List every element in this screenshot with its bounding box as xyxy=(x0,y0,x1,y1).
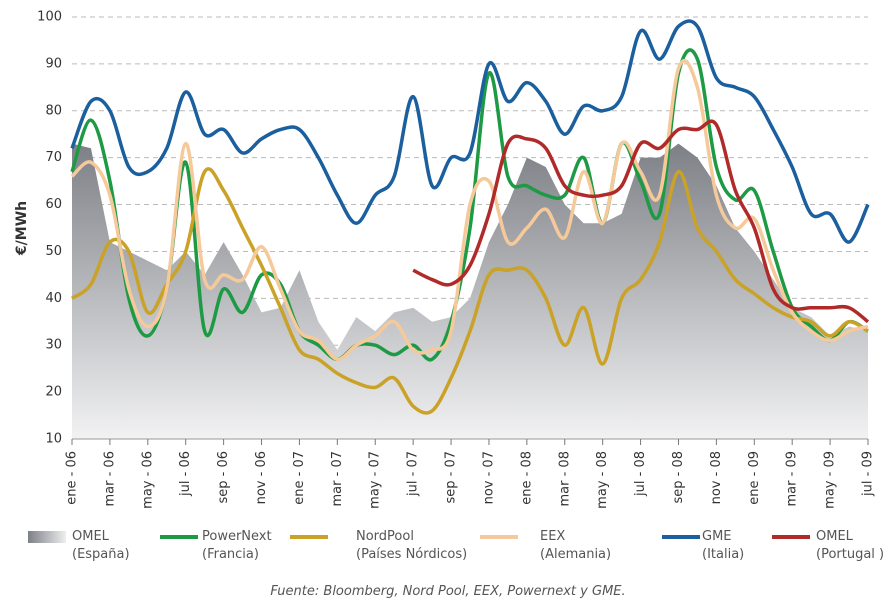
x-tick-label: nov - 06 xyxy=(254,451,269,504)
legend-label: EEX (Alemania) xyxy=(540,529,612,562)
x-tick-label: mar - 09 xyxy=(785,451,800,506)
y-tick-label: 90 xyxy=(45,56,62,71)
legend-label: OMEL (Portugal ) xyxy=(816,529,885,562)
x-tick-label: nov - 07 xyxy=(481,451,496,504)
y-tick-label: 40 xyxy=(45,291,62,306)
legend-label: NordPool (Países Nórdicos) xyxy=(356,529,468,562)
y-tick-label: 100 xyxy=(37,10,62,25)
x-tick-label: jul - 08 xyxy=(633,451,648,497)
y-axis-label: €/MWh xyxy=(14,201,30,256)
x-tick-label: ene - 06 xyxy=(65,451,80,505)
x-tick-label: mar - 07 xyxy=(330,451,345,506)
x-tick-label: may - 07 xyxy=(368,451,383,509)
x-tick-label: mar - 06 xyxy=(102,451,117,506)
x-tick-label: jul - 06 xyxy=(178,451,193,497)
legend-label: OMEL (España) xyxy=(72,529,130,562)
x-tick-label: sep - 08 xyxy=(671,451,686,504)
line xyxy=(412,119,870,324)
y-tick-label: 80 xyxy=(45,103,62,118)
x-tick-label: sep - 06 xyxy=(216,451,231,504)
legend-swatch xyxy=(28,531,66,543)
line xyxy=(70,48,869,362)
y-tick-label: 70 xyxy=(45,150,62,165)
x-tick-label: ene - 08 xyxy=(519,451,534,505)
x-tick-label: may - 06 xyxy=(140,451,155,509)
source: Fuente: Bloomberg, Nord Pool, EEX, Power… xyxy=(270,584,626,599)
x-tick-label: ene - 07 xyxy=(292,451,307,505)
x-tick-label: nov - 08 xyxy=(709,451,724,504)
line xyxy=(70,59,869,362)
y-tick-label: 20 xyxy=(45,385,62,400)
y-tick-label: 60 xyxy=(45,197,62,212)
x-tick-label: jul - 09 xyxy=(861,451,876,497)
legend-label: PowerNext (Francia) xyxy=(202,529,272,562)
y-tick-label: 30 xyxy=(45,338,62,353)
x-tick-label: jul - 07 xyxy=(406,451,421,497)
y-tick-label: 50 xyxy=(45,244,62,259)
x-tick-label: mar - 08 xyxy=(557,451,572,506)
x-tick-label: may - 09 xyxy=(823,451,838,509)
x-tick-label: ene - 09 xyxy=(747,451,762,505)
legend-label: GME (Italia) xyxy=(702,529,745,562)
line xyxy=(70,167,869,415)
x-tick-label: sep - 07 xyxy=(444,451,459,504)
area xyxy=(72,143,868,439)
y-tick-label: 10 xyxy=(45,432,62,447)
line xyxy=(70,19,870,244)
x-tick-label: may - 08 xyxy=(595,451,610,509)
